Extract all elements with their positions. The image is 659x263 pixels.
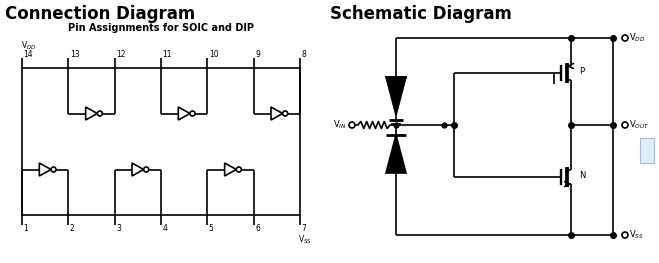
Text: 11: 11 <box>163 50 172 59</box>
Text: V$_{OUT}$: V$_{OUT}$ <box>629 119 650 131</box>
Text: 9: 9 <box>255 50 260 59</box>
Text: V$_{DD}$: V$_{DD}$ <box>629 32 646 44</box>
Text: 7: 7 <box>302 224 306 233</box>
Text: 12: 12 <box>116 50 126 59</box>
Bar <box>22 68 300 215</box>
Text: V$_{SS}$: V$_{SS}$ <box>298 233 312 245</box>
Text: 4: 4 <box>163 224 167 233</box>
Text: 2: 2 <box>70 224 74 233</box>
Text: P: P <box>579 67 584 75</box>
Text: V$_{DD}$: V$_{DD}$ <box>21 39 36 52</box>
Text: Schematic Diagram: Schematic Diagram <box>330 5 512 23</box>
Text: Connection Diagram: Connection Diagram <box>5 5 195 23</box>
Text: 3: 3 <box>116 224 121 233</box>
Bar <box>640 138 654 163</box>
Text: V$_{SS}$: V$_{SS}$ <box>629 229 644 241</box>
Text: Pin Assignments for SOIC and DIP: Pin Assignments for SOIC and DIP <box>68 23 254 33</box>
Text: 13: 13 <box>70 50 80 59</box>
Text: 1: 1 <box>24 224 28 233</box>
Text: N: N <box>579 170 585 180</box>
Polygon shape <box>386 135 406 173</box>
Text: 10: 10 <box>209 50 218 59</box>
Text: 6: 6 <box>255 224 260 233</box>
Text: V$_{IN}$: V$_{IN}$ <box>333 119 347 131</box>
Polygon shape <box>386 77 406 115</box>
Text: 8: 8 <box>302 50 306 59</box>
Text: 5: 5 <box>209 224 214 233</box>
Text: 14: 14 <box>24 50 33 59</box>
